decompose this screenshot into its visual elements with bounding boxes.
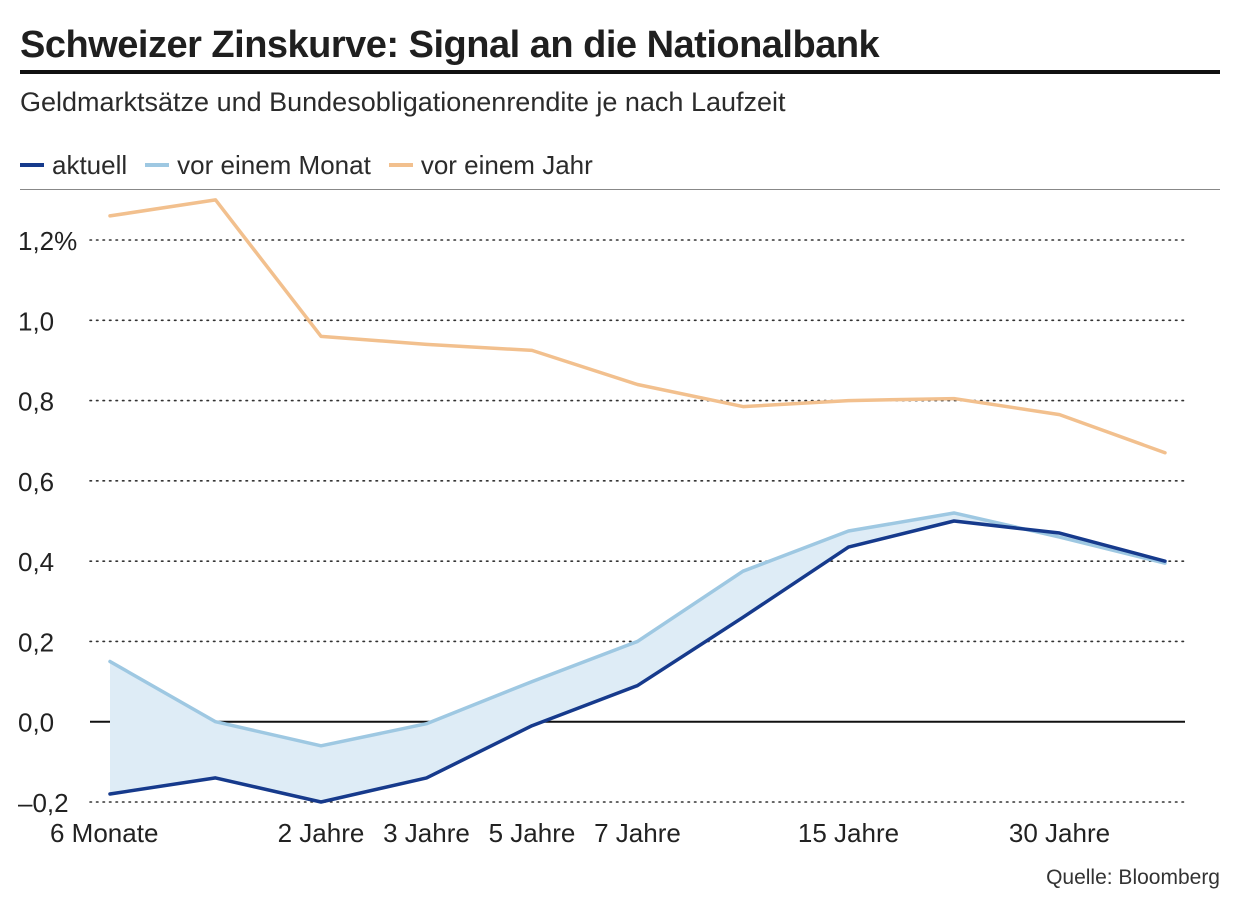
x-tick-label: 30 Jahre [1009,818,1110,848]
y-tick-label: 0,6 [18,467,54,497]
legend-label-vor-einem-jahr: vor einem Jahr [420,149,593,180]
yield-curve-chart: –0,2 0,0 0,2 0,4 0,6 0,8 1,0 1,2% 6 Monate 2 Jah… [18,198,1186,848]
source-note: Quelle: Bloomberg [1046,866,1220,889]
legend-swatch-vor-einem-monat [145,163,170,167]
x-tick-label: 2 Jahre [278,818,365,848]
legend-label-vor-einem-monat: vor einem Monat [177,149,371,180]
legend-item-vor-einem-jahr: vor einem Jahr [388,149,593,181]
legend-divider [20,189,1220,190]
x-tick-label: 6 Monate [50,818,158,848]
shaded-area-between-series [110,512,1165,802]
legend-swatch-aktuell [20,163,44,167]
chart-subtitle: Geldmarktsätze und Bundesobligationenren… [20,87,786,117]
x-tick-label: 5 Jahre [489,818,576,848]
legend: aktuell vor einem Monat vor einem Jahr [20,148,611,182]
y-tick-label: 0,4 [18,547,54,577]
legend-label-aktuell: aktuell [52,149,128,180]
x-tick-label: 7 Jahre [594,818,681,848]
title-divider [20,70,1220,74]
legend-swatch-vor-einem-jahr [388,163,413,167]
y-tick-label: 1,2% [18,226,77,256]
y-tick-label: 0,8 [18,387,54,417]
legend-item-aktuell: aktuell [20,150,127,181]
chart-title: Schweizer Zinskurve: Signal an die Natio… [20,24,880,66]
y-tick-label: 0,0 [18,708,54,738]
x-tick-label: 3 Jahre [383,818,470,848]
y-tick-label: 1,0 [18,306,54,336]
grid-lines [89,239,1186,803]
series-line-aktuell [108,519,1167,804]
y-tick-labels: –0,2 0,0 0,2 0,4 0,6 0,8 1,0 1,2% [18,226,77,818]
series-line-vor-einem-monat [108,511,1167,748]
y-tick-label: 0,2 [18,627,54,657]
legend-item-vor-einem-monat: vor einem Monat [145,150,371,181]
x-tick-labels: 6 Monate 2 Jahre 3 Jahre 5 Jahre 7 Jahre 15 J… [50,818,1110,848]
series-line-vor-einem-jahr [108,198,1167,455]
series-lines [108,198,1167,804]
shaded-area-layer [110,512,1165,802]
x-tick-label: 15 Jahre [798,818,899,848]
y-tick-label: –0,2 [18,788,69,818]
